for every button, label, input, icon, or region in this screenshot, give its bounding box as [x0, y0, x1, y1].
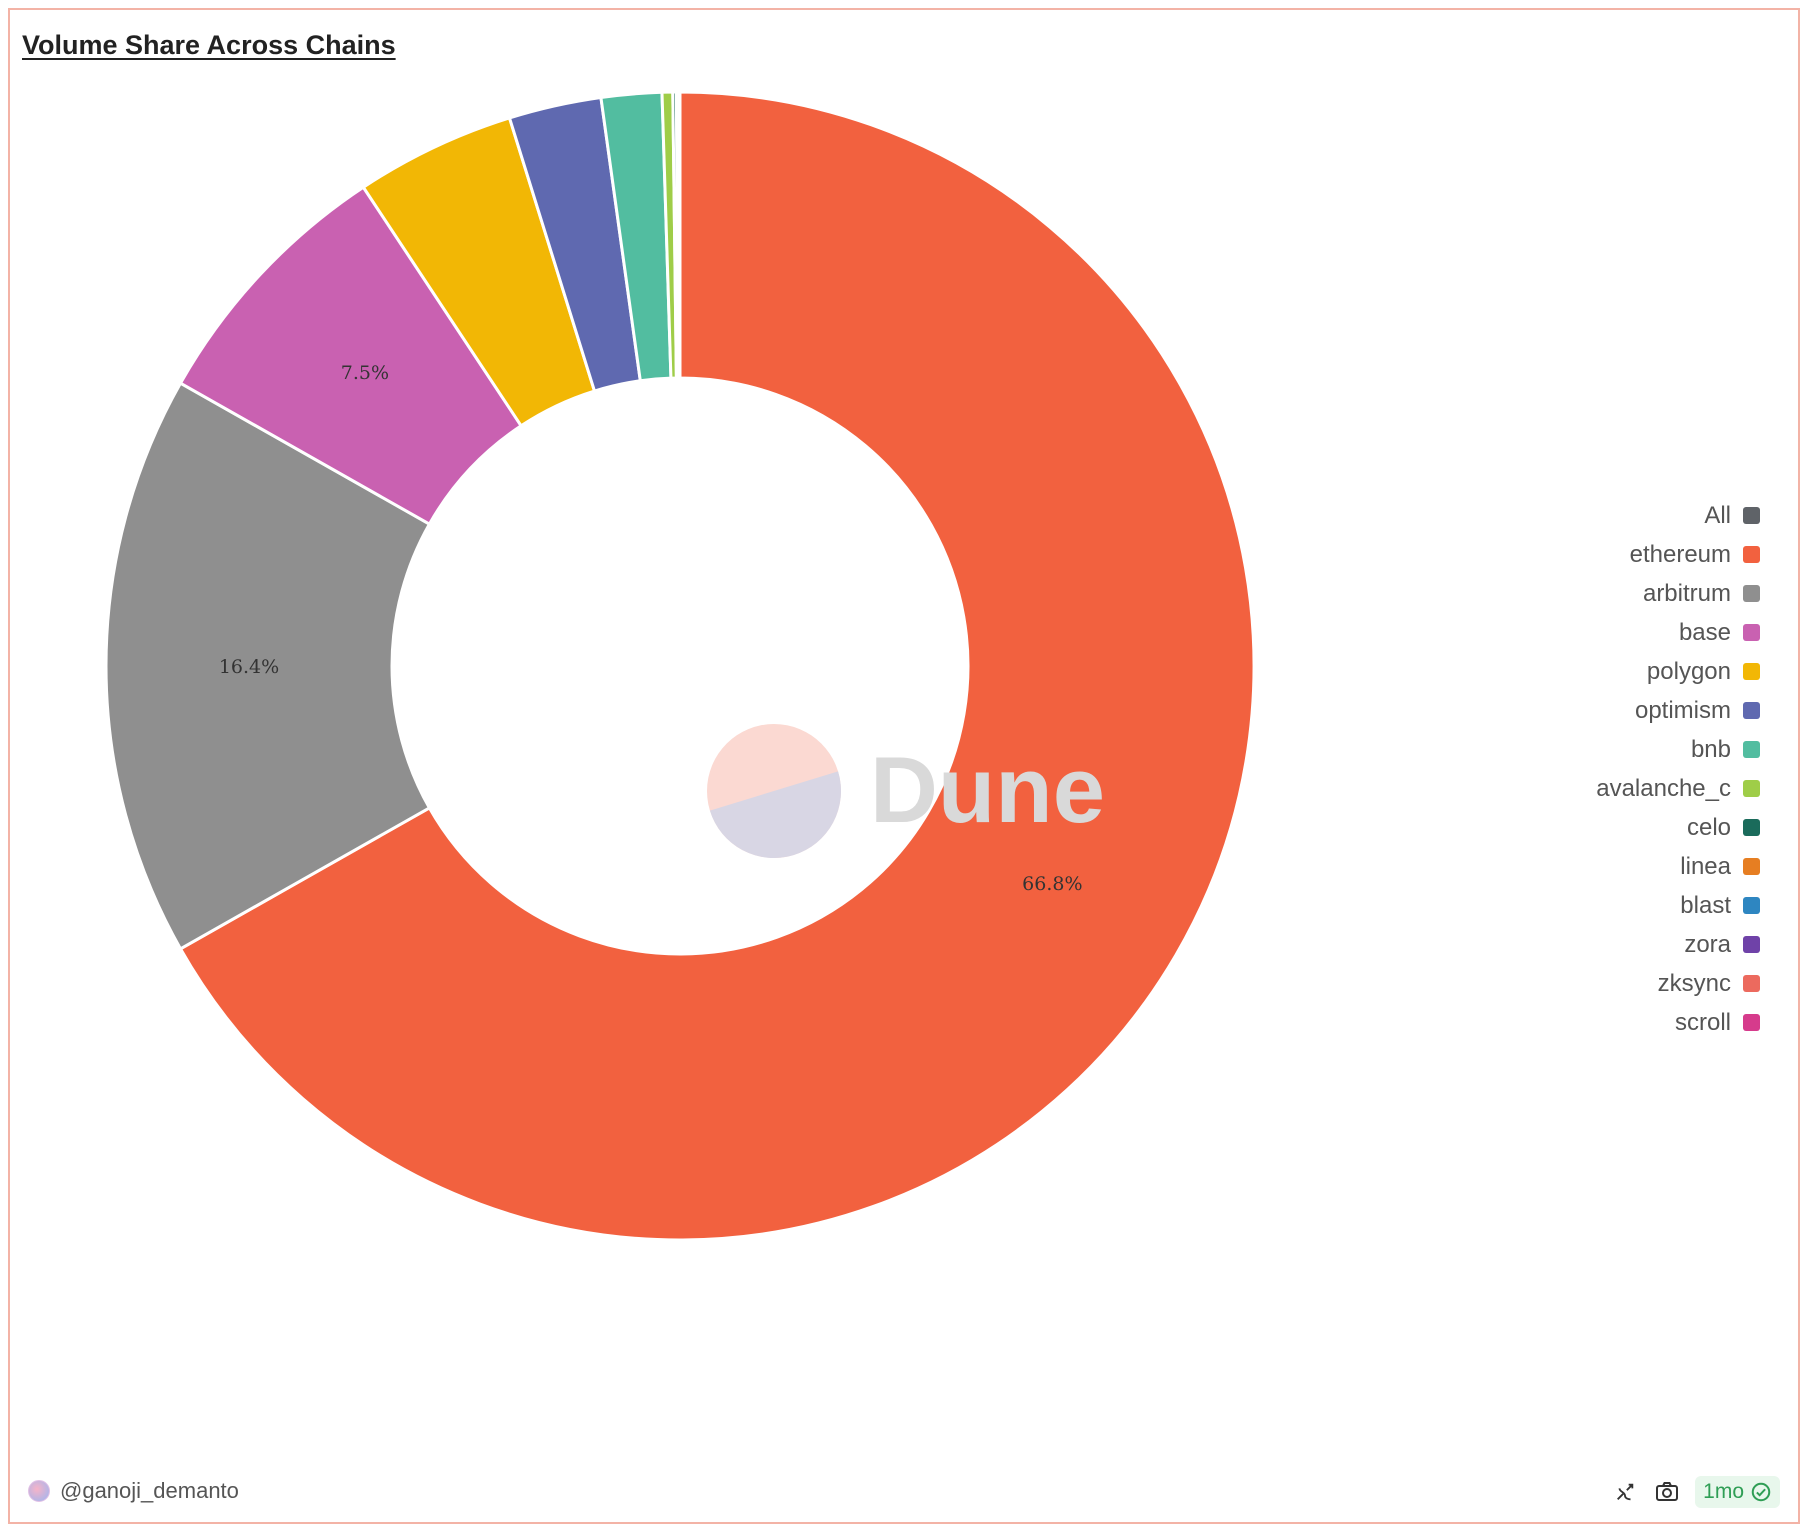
slice-label-base: 7.5% — [341, 362, 389, 384]
legend-swatch — [1743, 507, 1760, 524]
legend: All ethereum arbitrum base polygon optimism bn… — [1596, 496, 1760, 1042]
legend-swatch — [1743, 975, 1760, 992]
slice-label-ethereum: 66.8% — [1022, 873, 1082, 895]
legend-label: avalanche_c — [1596, 774, 1731, 802]
legend-label: zora — [1684, 930, 1731, 958]
legend-label: celo — [1686, 813, 1731, 841]
legend-label: scroll — [1674, 1008, 1731, 1036]
legend-item-polygon[interactable]: polygon — [1647, 652, 1760, 691]
legend-swatch — [1743, 663, 1760, 680]
legend-swatch — [1743, 585, 1760, 602]
slice-ethereum[interactable] — [178, 90, 1256, 1242]
legend-item-all[interactable]: All — [1704, 496, 1760, 535]
legend-item-celo[interactable]: celo — [1687, 808, 1760, 847]
check-circle-icon — [1751, 1482, 1771, 1502]
slice-arbitrum[interactable] — [104, 381, 432, 951]
legend-label: All — [1704, 501, 1731, 529]
legend-item-base[interactable]: base — [1679, 613, 1760, 652]
legend-item-zksync[interactable]: zksync — [1658, 964, 1760, 1003]
legend-item-blast[interactable]: blast — [1680, 886, 1760, 925]
legend-swatch — [1743, 546, 1760, 563]
legend-label: ethereum — [1629, 540, 1731, 568]
legend-label: linea — [1680, 852, 1731, 880]
chart-card: Volume Share Across Chains Dune 66.8% 16.… — [8, 8, 1800, 1524]
slice-label-arbitrum: 16.4% — [219, 656, 279, 678]
legend-swatch — [1743, 897, 1760, 914]
legend-label: bnb — [1690, 735, 1731, 763]
legend-label: base — [1678, 618, 1731, 646]
author-name[interactable]: @ganoji_demanto — [60, 1478, 239, 1503]
footer-actions: 1mo — [1611, 1476, 1780, 1508]
fork-icon[interactable] — [1611, 1478, 1639, 1506]
legend-swatch — [1743, 780, 1760, 797]
legend-label: optimism — [1634, 696, 1731, 724]
author-info[interactable]: @ganoji_demanto — [28, 1478, 239, 1504]
donut-chart: Dune 66.8% 16.4% 7.5% — [104, 90, 1256, 1242]
legend-label: blast — [1680, 891, 1731, 919]
legend-label: polygon — [1646, 657, 1731, 685]
legend-label: arbitrum — [1642, 579, 1731, 607]
legend-swatch — [1743, 936, 1760, 953]
freshness-text: 1mo — [1703, 1480, 1744, 1503]
watermark: Dune — [707, 724, 1105, 858]
legend-label: zksync — [1657, 969, 1731, 997]
legend-item-zora[interactable]: zora — [1684, 925, 1760, 964]
camera-icon[interactable] — [1653, 1478, 1681, 1506]
watermark-text: Dune — [870, 737, 1105, 842]
donut-slices — [104, 90, 1256, 1242]
legend-item-avalanche-c[interactable]: avalanche_c — [1596, 769, 1760, 808]
legend-item-scroll[interactable]: scroll — [1675, 1003, 1760, 1042]
chart-title[interactable]: Volume Share Across Chains — [22, 30, 396, 60]
legend-item-linea[interactable]: linea — [1680, 847, 1760, 886]
legend-swatch — [1743, 858, 1760, 875]
legend-swatch — [1743, 819, 1760, 836]
legend-swatch — [1743, 1014, 1760, 1031]
legend-item-optimism[interactable]: optimism — [1635, 691, 1760, 730]
legend-swatch — [1743, 741, 1760, 758]
legend-item-arbitrum[interactable]: arbitrum — [1643, 574, 1760, 613]
slice-labels: 66.8% 16.4% 7.5% — [219, 362, 1083, 895]
legend-item-bnb[interactable]: bnb — [1691, 730, 1760, 769]
watermark-logo-lower — [709, 771, 841, 858]
legend-swatch — [1743, 624, 1760, 641]
avatar — [28, 1480, 50, 1502]
freshness-badge[interactable]: 1mo — [1695, 1476, 1780, 1508]
legend-item-ethereum[interactable]: ethereum — [1630, 535, 1760, 574]
legend-swatch — [1743, 702, 1760, 719]
